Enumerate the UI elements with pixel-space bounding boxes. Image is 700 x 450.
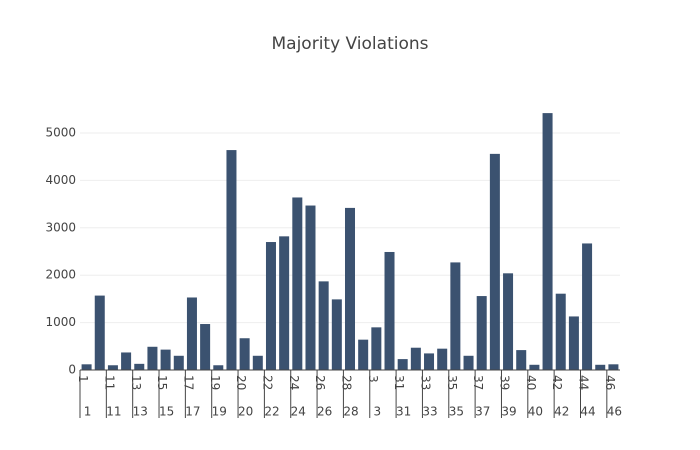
bar — [94, 295, 105, 370]
bar — [160, 349, 171, 370]
y-tick-label: 0 — [68, 363, 76, 377]
bar — [582, 243, 593, 370]
x-group-label: 35 — [449, 405, 464, 419]
x-group-label: 42 — [554, 405, 569, 419]
x-tick-label: 19 — [208, 375, 222, 390]
x-tick-label: 15 — [155, 375, 169, 390]
x-tick-label: 17 — [181, 375, 195, 390]
bar — [292, 197, 303, 370]
x-group-label: 39 — [501, 405, 516, 419]
bar — [213, 365, 224, 370]
bar — [450, 262, 461, 370]
x-group-label: 13 — [133, 405, 148, 419]
bar — [358, 339, 369, 370]
bar — [503, 273, 514, 370]
bar — [200, 324, 211, 370]
y-tick-label: 1000 — [45, 315, 76, 329]
x-group-label: 28 — [343, 405, 358, 419]
bar — [384, 251, 395, 370]
x-tick-label: 24 — [287, 375, 301, 390]
x-group-label: 31 — [396, 405, 411, 419]
bar — [107, 365, 118, 370]
x-group-label: 17 — [185, 405, 200, 419]
x-group-label: 37 — [475, 405, 490, 419]
bar — [344, 207, 356, 370]
bar — [147, 346, 158, 370]
x-group-label: 20 — [238, 405, 253, 419]
bar — [81, 364, 92, 370]
x-group-label: 44 — [580, 405, 595, 419]
bar — [476, 296, 487, 370]
bar — [555, 293, 566, 370]
bar — [318, 281, 329, 370]
bar — [252, 355, 263, 370]
bar — [331, 299, 342, 370]
bar — [489, 153, 500, 370]
x-tick-label: 37 — [471, 375, 485, 390]
bar — [305, 205, 316, 370]
x-tick-label: 39 — [498, 375, 512, 390]
y-tick-label: 4000 — [45, 173, 76, 187]
bar — [437, 348, 448, 370]
x-tick-label: 22 — [260, 375, 274, 390]
x-tick-label: 3 — [366, 375, 380, 383]
x-group-label: 33 — [422, 405, 437, 419]
x-tick-label: 28 — [340, 375, 354, 390]
x-group-label: 11 — [106, 405, 121, 419]
bar — [134, 363, 145, 370]
bar — [265, 242, 276, 370]
bar — [463, 355, 474, 370]
bar — [542, 113, 553, 370]
x-group-label: 26 — [317, 405, 332, 419]
y-tick-label: 5000 — [45, 126, 76, 140]
x-tick-label: 11 — [102, 375, 116, 390]
x-group-label: 24 — [291, 405, 306, 419]
x-tick-label: 42 — [550, 375, 564, 390]
x-tick-label: 26 — [313, 375, 327, 390]
bar — [121, 352, 132, 370]
x-tick-label: 1 — [76, 375, 90, 383]
bar — [226, 150, 237, 370]
x-tick-label: 35 — [445, 375, 459, 390]
x-group-label: 40 — [528, 405, 543, 419]
bar — [397, 359, 408, 370]
x-tick-label: 44 — [577, 375, 591, 390]
x-tick-label: 13 — [129, 375, 143, 390]
bar — [424, 353, 435, 370]
chart-title: Majority Violations — [272, 34, 429, 54]
x-tick-label: 20 — [234, 375, 248, 390]
y-tick-label: 3000 — [45, 220, 76, 234]
x-group-label: 3 — [374, 405, 382, 419]
bar — [410, 347, 421, 370]
bar — [173, 355, 184, 370]
bar — [595, 364, 606, 370]
bar — [279, 236, 290, 370]
x-tick-label: 40 — [524, 375, 538, 390]
x-group-label: 1 — [84, 405, 92, 419]
x-tick-label: 46 — [603, 375, 617, 390]
x-tick-label: 33 — [419, 375, 433, 390]
x-group-label: 15 — [159, 405, 174, 419]
bar — [371, 327, 382, 370]
bar — [608, 364, 619, 370]
bar — [516, 350, 527, 370]
bar — [568, 316, 579, 370]
y-tick-label: 2000 — [45, 268, 76, 282]
bar — [239, 338, 250, 370]
x-group-label: 46 — [607, 405, 622, 419]
x-tick-label: 31 — [392, 375, 406, 390]
x-group-label: 19 — [212, 405, 227, 419]
bar — [186, 297, 197, 370]
x-group-label: 22 — [264, 405, 279, 419]
bar — [529, 364, 540, 370]
